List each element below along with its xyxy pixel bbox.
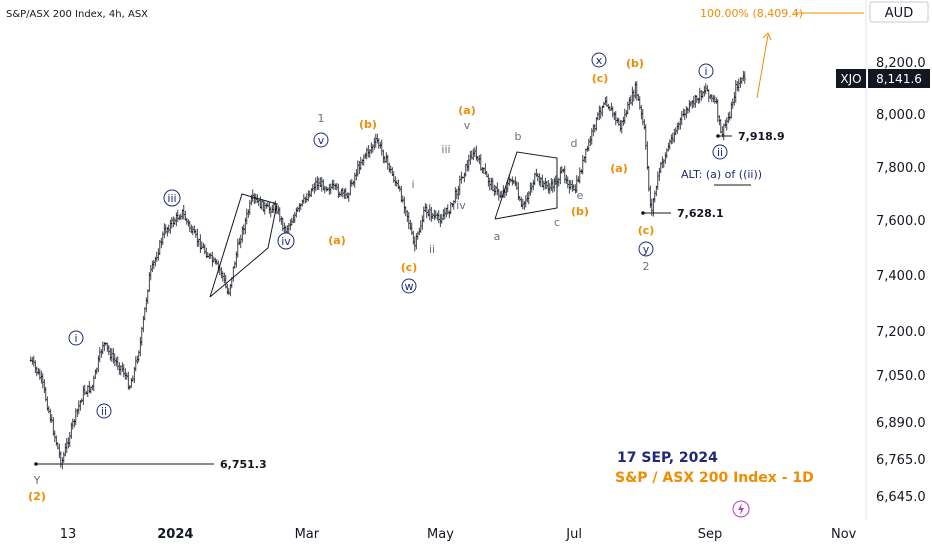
triangle-pattern-2	[494, 151, 558, 220]
x-tick-label: 2024	[157, 527, 193, 542]
wave-label: b	[515, 130, 522, 143]
projection-arrow-head	[762, 32, 772, 41]
price-bar	[743, 71, 746, 84]
wave-label: (c)	[401, 261, 418, 274]
wave-label: Y	[33, 474, 41, 487]
y-tick-label: 6,765.0	[876, 453, 926, 468]
y-tick-label: 7,200.0	[876, 325, 926, 340]
wave-label: (2)	[28, 490, 46, 503]
projection-arrow-line	[756, 34, 769, 99]
currency-label: AUD	[885, 6, 913, 21]
wave-circle	[96, 403, 112, 419]
wave-label: w	[405, 280, 414, 293]
wave-label: (c)	[592, 72, 609, 85]
y-tick-label: 7,800.0	[876, 161, 926, 176]
last-price-tag	[868, 69, 930, 88]
y-tick-label: 8,200.0	[876, 56, 926, 71]
wave-label: (b)	[626, 57, 644, 70]
currency-box[interactable]	[869, 1, 929, 23]
wave-circle	[313, 132, 329, 148]
wave-label: ii	[717, 146, 723, 159]
last-price: 8,141.6	[876, 72, 922, 86]
level-lines: 6,751.3 7,628.1 7,918.9 100.00% (8,409.4…	[34, 7, 864, 471]
wave-label: iii	[167, 192, 176, 205]
level-label-ii: 7,918.9	[738, 130, 785, 143]
chart-title: S&P/ASX 200 Index, 4h, ASX	[6, 9, 148, 20]
wave-label: c	[554, 216, 560, 229]
wave-label: iv	[456, 199, 466, 212]
wave-label: x	[596, 54, 603, 67]
wave-label: (b)	[571, 205, 589, 218]
wave-circle	[277, 232, 295, 250]
wave-label: (a)	[610, 162, 627, 175]
date-note: 17 SEP, 2024	[617, 450, 718, 466]
price-bars	[29, 70, 746, 470]
x-tick-label: Nov	[831, 527, 857, 542]
wave-label: ii	[101, 405, 107, 418]
level-label-mid: 7,628.1	[677, 207, 724, 220]
x-tick-label: Jul	[565, 527, 582, 542]
wave-label: i	[411, 178, 414, 191]
wave-circle	[401, 278, 417, 294]
x-tick-label: 13	[60, 527, 77, 542]
wave-circle	[712, 144, 728, 160]
y-tick-label: 7,600.0	[876, 214, 926, 229]
wave-label: (c)	[638, 224, 655, 237]
wave-label: a	[494, 230, 501, 243]
wave-labels: Y (2) i ii iii iv v 1 (a) (b) (c) w i ii…	[28, 52, 728, 503]
wave-label: y	[643, 243, 650, 256]
level-dot-ii	[716, 134, 720, 138]
y-tick-label: 7,400.0	[876, 269, 926, 284]
wave-label: 2	[643, 260, 650, 273]
wave-circle	[163, 189, 181, 207]
lightning-icon-glyph	[738, 503, 744, 515]
wave-label: d	[571, 137, 578, 150]
wave-label: (a)	[328, 234, 345, 247]
subtitle-note: S&P / ASX 200 Index - 1D	[615, 470, 814, 486]
x-axis-ticks: 13 2024 Mar May Jul Sep Nov	[60, 527, 857, 542]
wave-label: iv	[281, 235, 291, 248]
x-tick-label: May	[427, 527, 454, 542]
y-tick-label: 8,000.0	[876, 108, 926, 123]
y-tick-label: 7,050.0	[876, 369, 926, 384]
target-level-label: 100.00% (8,409.4)	[700, 7, 803, 20]
wave-label: iii	[441, 143, 450, 156]
ticker-tag	[836, 69, 866, 88]
wave-label: i	[74, 332, 77, 345]
wave-label: v	[464, 119, 471, 132]
y-tick-label: 6,645.0	[876, 490, 926, 505]
triangle-pattern	[209, 193, 278, 298]
wave-label: i	[704, 65, 707, 78]
wave-label: 1	[318, 112, 325, 125]
level-dot-low	[34, 462, 38, 466]
y-tick-label: 6,890.0	[876, 416, 926, 431]
pattern-lines	[209, 151, 558, 298]
wave-label: v	[318, 134, 325, 147]
alt-annotation: ALT: (a) of ((ii))	[681, 168, 762, 181]
wave-label: ii	[429, 243, 435, 256]
wave-label: e	[577, 189, 584, 202]
wave-circle	[68, 330, 84, 346]
y-axis-ticks: 8,200.0 8,000.0 7,800.0 7,600.0 7,400.0 7,200…	[876, 56, 926, 505]
level-label-low: 6,751.3	[220, 458, 267, 471]
ticker-symbol: XJO	[840, 72, 861, 86]
wave-circle	[698, 63, 714, 79]
wave-circle	[638, 241, 654, 257]
wave-label: (a)	[458, 104, 475, 117]
x-tick-label: Sep	[698, 527, 723, 542]
wave-label: (b)	[359, 118, 377, 131]
wave-circle	[591, 52, 607, 68]
x-tick-label: Mar	[295, 527, 320, 542]
level-dot-mid	[641, 211, 645, 215]
